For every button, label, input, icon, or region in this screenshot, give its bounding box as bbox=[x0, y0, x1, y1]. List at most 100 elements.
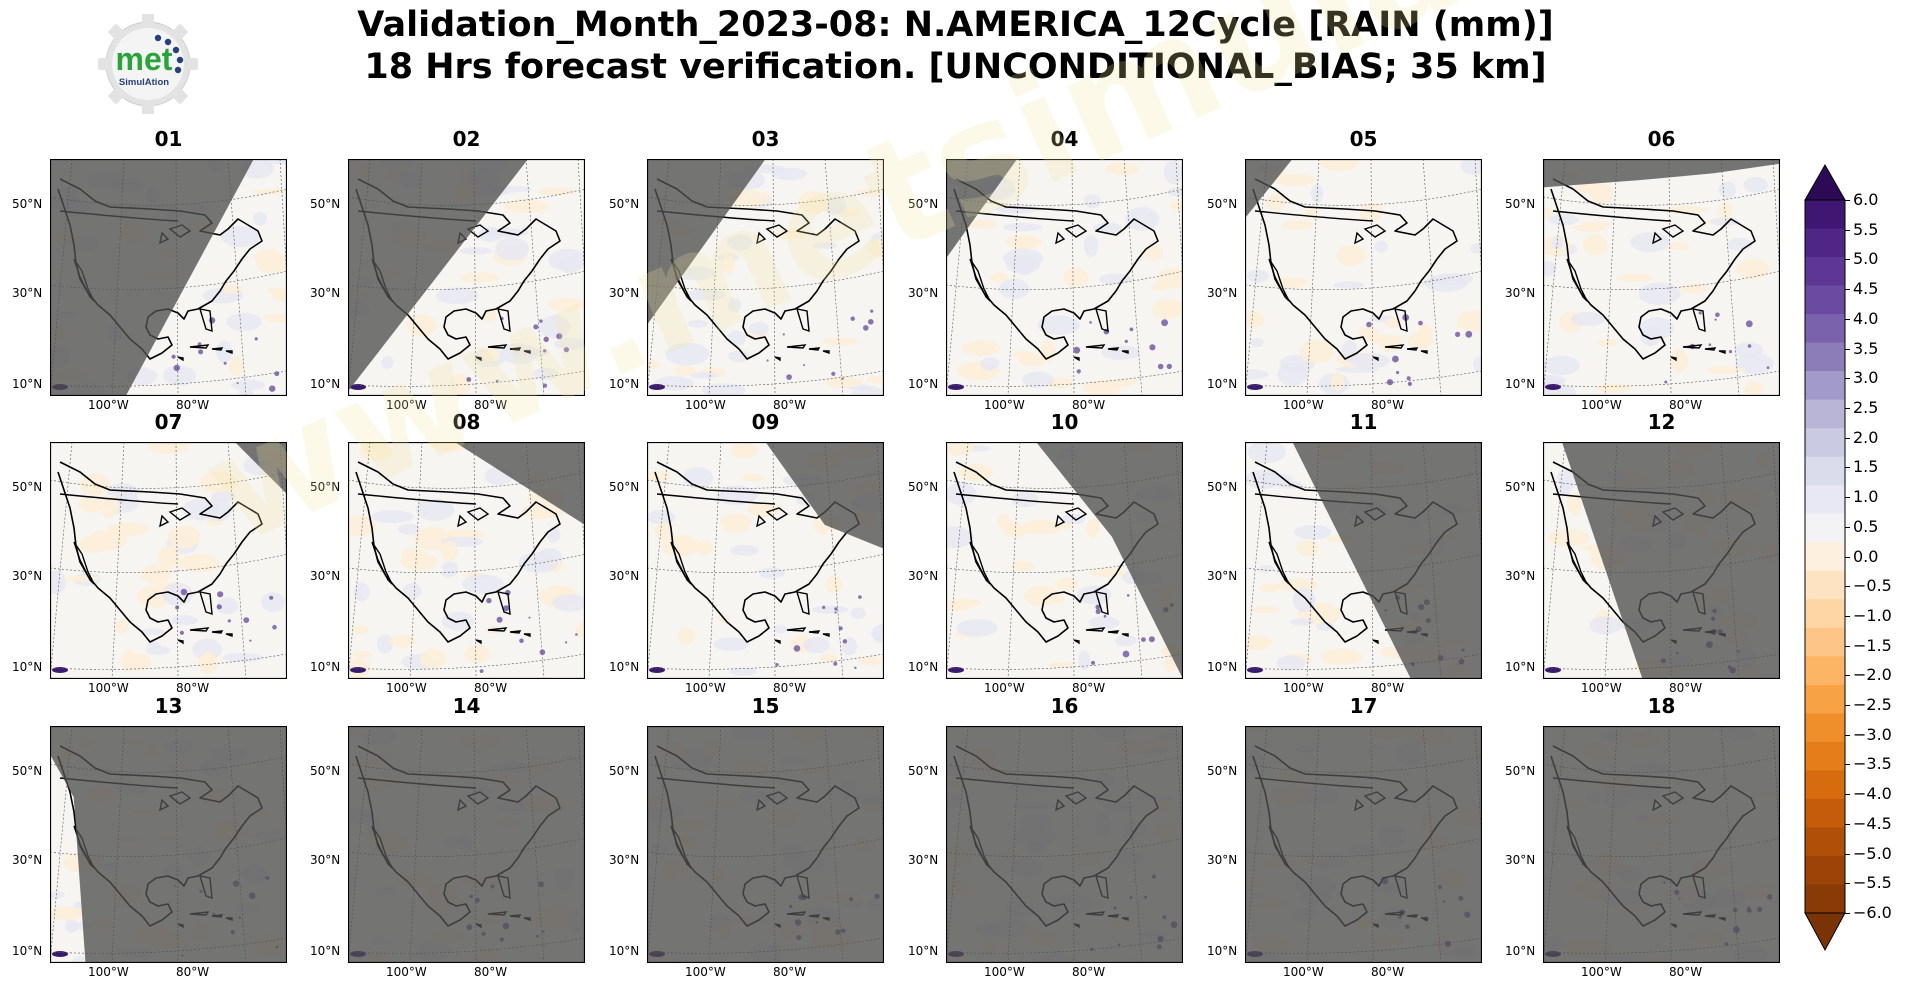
coastline-feature bbox=[1566, 258, 1588, 302]
lat-label: 50°N bbox=[310, 197, 341, 211]
lat-label: 50°N bbox=[12, 197, 43, 211]
high-bias-spot bbox=[179, 630, 184, 635]
bias-patch bbox=[1247, 269, 1269, 283]
night-shade bbox=[348, 726, 585, 963]
high-bias-spot bbox=[217, 591, 224, 598]
high-bias-spot bbox=[803, 364, 806, 367]
high-bias-spot bbox=[782, 333, 785, 336]
lon-label: 100°W bbox=[984, 965, 1025, 979]
coastline-feature bbox=[189, 627, 210, 632]
lon-label: 100°W bbox=[984, 681, 1025, 695]
bias-patch bbox=[1735, 353, 1774, 374]
bias-patch bbox=[158, 545, 181, 569]
bias-patch bbox=[1018, 353, 1047, 367]
high-bias-spot bbox=[868, 319, 874, 325]
colorbar-swatch bbox=[1805, 314, 1845, 343]
map-frame bbox=[946, 159, 1183, 396]
high-bias-spot bbox=[1247, 384, 1263, 390]
bias-patch bbox=[442, 561, 459, 573]
colorbar-swatch bbox=[1805, 570, 1845, 600]
lon-label: 80°W bbox=[176, 398, 210, 412]
bias-patch bbox=[1571, 312, 1605, 327]
bias-patch bbox=[64, 575, 101, 582]
bias-patch bbox=[946, 601, 972, 611]
bias-patch bbox=[450, 373, 471, 395]
lon-label: 100°W bbox=[685, 681, 726, 695]
coastline-feature bbox=[1094, 308, 1109, 333]
bias-patch bbox=[226, 312, 262, 331]
graticule-line bbox=[1772, 159, 1780, 280]
lon-label: 100°W bbox=[88, 965, 129, 979]
high-bias-spot bbox=[1141, 637, 1146, 642]
coastline-feature bbox=[198, 308, 213, 333]
bias-patch bbox=[673, 534, 694, 552]
bias-patch bbox=[1456, 310, 1482, 332]
bias-patch bbox=[677, 628, 696, 645]
logo-subtext: SimulAtion bbox=[119, 77, 169, 88]
bias-patch bbox=[1358, 326, 1380, 339]
graticule-line bbox=[1306, 159, 1320, 396]
high-bias-spot bbox=[833, 661, 838, 666]
panel-title-14: 14 bbox=[452, 694, 481, 718]
border-line bbox=[955, 493, 1075, 505]
lat-label: 30°N bbox=[609, 286, 640, 300]
high-bias-spot bbox=[1728, 350, 1733, 354]
bias-patch bbox=[1317, 159, 1360, 172]
bias-patch bbox=[821, 337, 859, 346]
high-bias-spot bbox=[1103, 614, 1107, 618]
bias-patch bbox=[1163, 160, 1183, 185]
high-bias-spot bbox=[1465, 330, 1473, 338]
map-panel-02 bbox=[348, 159, 585, 396]
bias-patch bbox=[441, 540, 458, 562]
bias-patch bbox=[216, 340, 233, 363]
lon-label: 80°W bbox=[1371, 965, 1405, 979]
lat-label: 50°N bbox=[609, 480, 640, 494]
map-panel-09 bbox=[647, 442, 884, 679]
coastline-feature bbox=[1652, 224, 1685, 245]
high-bias-spot bbox=[236, 382, 239, 385]
map-panel-03 bbox=[647, 159, 884, 396]
high-bias-spot bbox=[1148, 636, 1155, 643]
bias-patch bbox=[1583, 233, 1608, 256]
bias-patch bbox=[1005, 235, 1042, 249]
bias-patch bbox=[1078, 650, 1091, 670]
bias-patch bbox=[108, 522, 148, 537]
high-bias-spot bbox=[850, 316, 855, 321]
graticule-line bbox=[1474, 159, 1482, 280]
bias-patch bbox=[1150, 283, 1170, 291]
colorbar-swatch bbox=[1805, 456, 1845, 486]
high-bias-spot bbox=[227, 619, 231, 623]
high-bias-spot bbox=[223, 361, 227, 365]
lat-label: 30°N bbox=[908, 853, 939, 867]
high-bias-spot bbox=[272, 624, 277, 630]
lat-label: 30°N bbox=[1505, 569, 1536, 583]
coastline-feature bbox=[1121, 350, 1129, 354]
map-panel-12 bbox=[1543, 442, 1780, 679]
bias-patch bbox=[148, 442, 189, 454]
high-bias-spot bbox=[519, 638, 524, 644]
coastline-feature bbox=[225, 633, 233, 637]
bias-patch bbox=[255, 253, 287, 274]
high-bias-spot bbox=[1455, 331, 1461, 337]
coastline-feature bbox=[774, 356, 781, 362]
bias-patch bbox=[1101, 345, 1140, 360]
coastline-feature bbox=[670, 541, 692, 585]
panel-title-09: 09 bbox=[751, 410, 780, 434]
high-bias-spot bbox=[1161, 319, 1168, 327]
coastline-feature bbox=[523, 350, 531, 354]
colorbar-swatch bbox=[1805, 741, 1845, 771]
colorbar-label: 3.5 bbox=[1853, 338, 1879, 358]
bias-patch bbox=[72, 956, 87, 963]
high-bias-spot bbox=[831, 371, 836, 376]
high-bias-spot bbox=[948, 384, 964, 390]
high-bias-spot bbox=[822, 605, 826, 609]
colorbar-tick bbox=[1845, 526, 1850, 528]
high-bias-spot bbox=[243, 617, 250, 623]
coastline-feature bbox=[795, 591, 810, 616]
high-bias-spot bbox=[1745, 320, 1753, 328]
coastline bbox=[1252, 178, 1458, 360]
bias-patch bbox=[819, 653, 838, 663]
coastline-feature bbox=[1354, 224, 1387, 245]
high-bias-spot bbox=[793, 645, 801, 652]
graticule-line bbox=[1543, 270, 1780, 290]
